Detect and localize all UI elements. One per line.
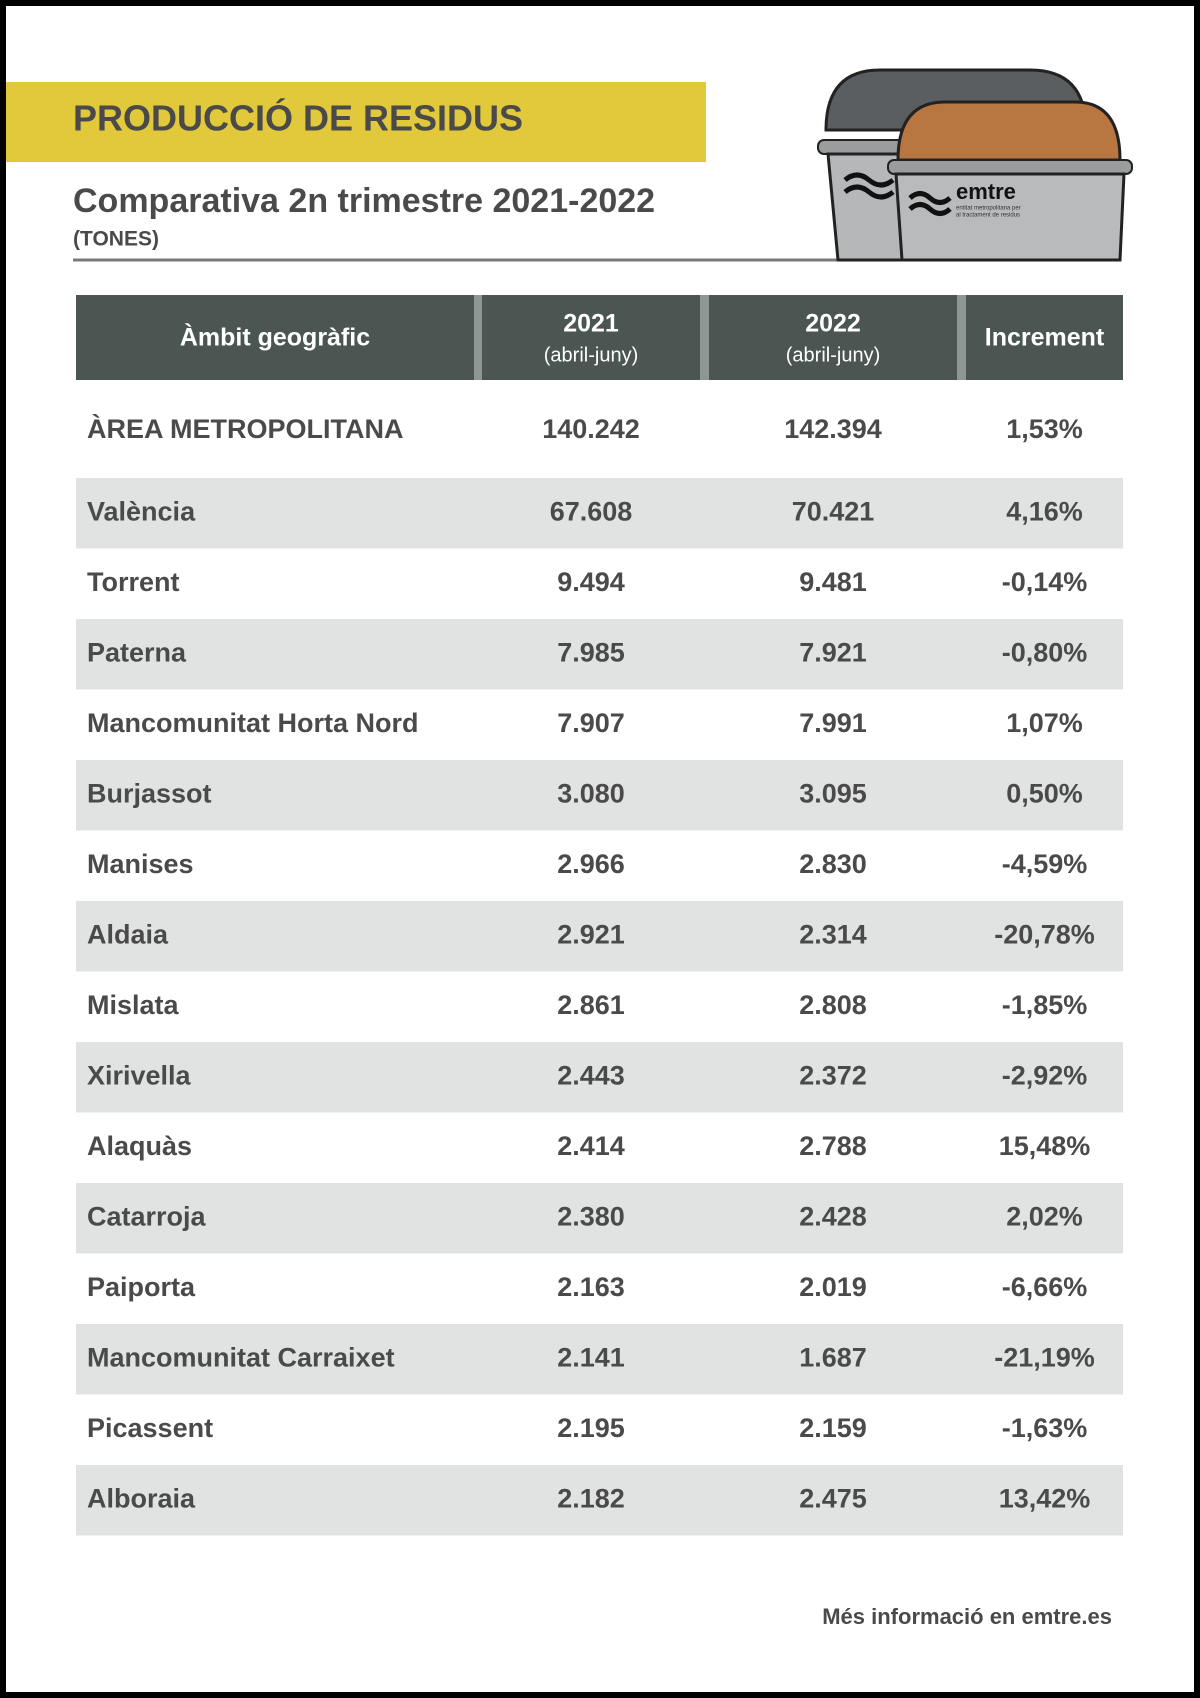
unit: (TONES): [73, 228, 159, 251]
cell: 2.443: [557, 1060, 625, 1090]
cell: 0,50%: [1006, 778, 1083, 808]
row-label: Catarroja: [87, 1201, 207, 1231]
cell: 2.141: [557, 1342, 625, 1372]
cell: 2.380: [557, 1201, 625, 1231]
cell: 15,48%: [999, 1131, 1091, 1161]
cell: 2.019: [799, 1272, 867, 1302]
cell: 13,42%: [999, 1483, 1091, 1513]
table-header: [76, 295, 1123, 380]
row-shade: [76, 619, 1123, 690]
cell: -21,19%: [994, 1342, 1095, 1372]
cell: -4,59%: [1002, 849, 1088, 879]
cell: 4,16%: [1006, 496, 1083, 526]
row-shade: [76, 1324, 1123, 1395]
row-label: Mancomunitat Carraixet: [87, 1342, 395, 1372]
row-shade: [76, 760, 1123, 831]
row-label: Picassent: [87, 1413, 213, 1443]
row-shade: [76, 1183, 1123, 1254]
column-header: Increment: [985, 324, 1105, 352]
cell: 2.414: [557, 1131, 625, 1161]
cell: 67.608: [550, 496, 633, 526]
cell: 9.494: [557, 567, 625, 597]
row-label: Burjassot: [87, 778, 212, 808]
footer: Més informació en emtre.es: [822, 1604, 1112, 1629]
cell: 2.182: [557, 1483, 625, 1513]
cell: -0,14%: [1002, 567, 1088, 597]
row-label: Mislata: [87, 990, 180, 1020]
cell: 7.921: [799, 637, 867, 667]
row-label: Xirivella: [87, 1060, 192, 1090]
cell: -1,63%: [1002, 1413, 1088, 1443]
row-label: Alboraia: [87, 1483, 196, 1513]
cell: 2.475: [799, 1483, 867, 1513]
title-band: [6, 82, 706, 162]
cell: 2.830: [799, 849, 867, 879]
cell: -6,66%: [1002, 1272, 1088, 1302]
bins-illustration: emtre entitat metropolitana per al tract…: [817, 68, 1133, 262]
header-divider: [474, 295, 482, 380]
cell: 3.095: [799, 778, 867, 808]
row-shade: [76, 478, 1123, 549]
logo-name: emtre: [956, 179, 1016, 204]
cell: -2,92%: [1002, 1060, 1088, 1090]
header-divider: [957, 295, 966, 380]
row-label: Manises: [87, 849, 194, 879]
cell: 9.481: [799, 567, 867, 597]
subtitle: Comparativa 2n trimestre 2021-2022: [73, 182, 655, 220]
column-header: 2021: [563, 310, 619, 338]
header-divider: [700, 295, 709, 380]
row-label: Mancomunitat Horta Nord: [87, 708, 419, 738]
logo-tagline: al tractament de residus: [956, 213, 1020, 219]
row-label: Aldaia: [87, 919, 169, 949]
cell: 7.907: [557, 708, 625, 738]
cell: -0,80%: [1002, 637, 1088, 667]
cell: 2.195: [557, 1413, 625, 1443]
row-label: València: [87, 496, 196, 526]
cell: 2.921: [557, 919, 625, 949]
column-subheader: (abril-juny): [544, 344, 638, 366]
cell: 2.314: [799, 919, 867, 949]
cell: 1,53%: [1006, 414, 1083, 444]
cell: 2,02%: [1006, 1201, 1083, 1231]
cell: 70.421: [792, 496, 875, 526]
row-shade: [76, 1465, 1123, 1536]
column-header: Àmbit geogràfic: [180, 323, 370, 352]
cell: 2.372: [799, 1060, 867, 1090]
cell: 1,07%: [1006, 708, 1083, 738]
cell: 2.788: [799, 1131, 867, 1161]
cell: 1.687: [799, 1342, 867, 1372]
table: Àmbit geogràfic 2021 (abril-juny) 2022 (abri…: [76, 295, 1123, 1536]
cell: 3.080: [557, 778, 625, 808]
column-header: 2022: [805, 310, 861, 338]
cell: 142.394: [784, 414, 882, 444]
cell: 2.163: [557, 1272, 625, 1302]
row-label: ÀREA METROPOLITANA: [87, 413, 404, 444]
cell: -20,78%: [994, 919, 1095, 949]
cell: 2.861: [557, 990, 625, 1020]
row-label: Paterna: [87, 637, 187, 667]
column-subheader: (abril-juny): [786, 344, 880, 366]
row-shade: [76, 1042, 1123, 1113]
row-label: Alaquàs: [87, 1131, 192, 1161]
cell: 7.991: [799, 708, 867, 738]
logo-tagline: entitat metropolitana per: [956, 206, 1021, 212]
row-shade: [76, 901, 1123, 972]
cell: 140.242: [542, 414, 640, 444]
cell: 2.159: [799, 1413, 867, 1443]
cell: 2.808: [799, 990, 867, 1020]
row-label: Torrent: [87, 567, 180, 597]
row-label: Paiporta: [87, 1272, 196, 1302]
cell: 2.966: [557, 849, 625, 879]
title: PRODUCCIÓ DE RESIDUS: [73, 97, 523, 139]
cell: 7.985: [557, 637, 625, 667]
cell: -1,85%: [1002, 990, 1088, 1020]
cell: 2.428: [799, 1201, 867, 1231]
